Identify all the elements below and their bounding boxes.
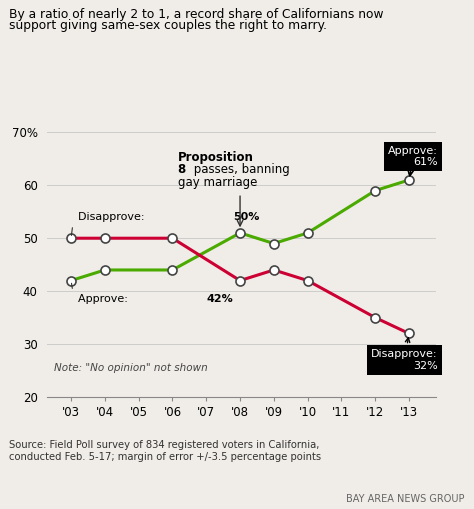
Text: Disapprove:
32%: Disapprove: 32% [371,338,438,371]
Text: Disapprove:: Disapprove: [78,212,148,222]
Text: support giving same-sex couples the right to marry.: support giving same-sex couples the righ… [9,19,328,33]
Text: passes, banning: passes, banning [191,163,290,176]
Text: Proposition: Proposition [178,151,254,164]
Text: BAY AREA NEWS GROUP: BAY AREA NEWS GROUP [346,494,465,504]
Text: By a ratio of nearly 2 to 1, a record share of Californians now: By a ratio of nearly 2 to 1, a record sh… [9,8,384,21]
Text: Note: "No opinion" not shown: Note: "No opinion" not shown [54,363,208,373]
Text: 50%: 50% [233,212,260,222]
Text: Approve:: Approve: [78,294,131,304]
Text: 8: 8 [178,163,186,176]
Text: 42%: 42% [206,294,233,304]
Text: gay marriage: gay marriage [178,176,257,189]
Text: Source: Field Poll survey of 834 registered voters in California,
conducted Feb.: Source: Field Poll survey of 834 registe… [9,440,321,462]
Text: Approve:
61%: Approve: 61% [388,146,438,176]
